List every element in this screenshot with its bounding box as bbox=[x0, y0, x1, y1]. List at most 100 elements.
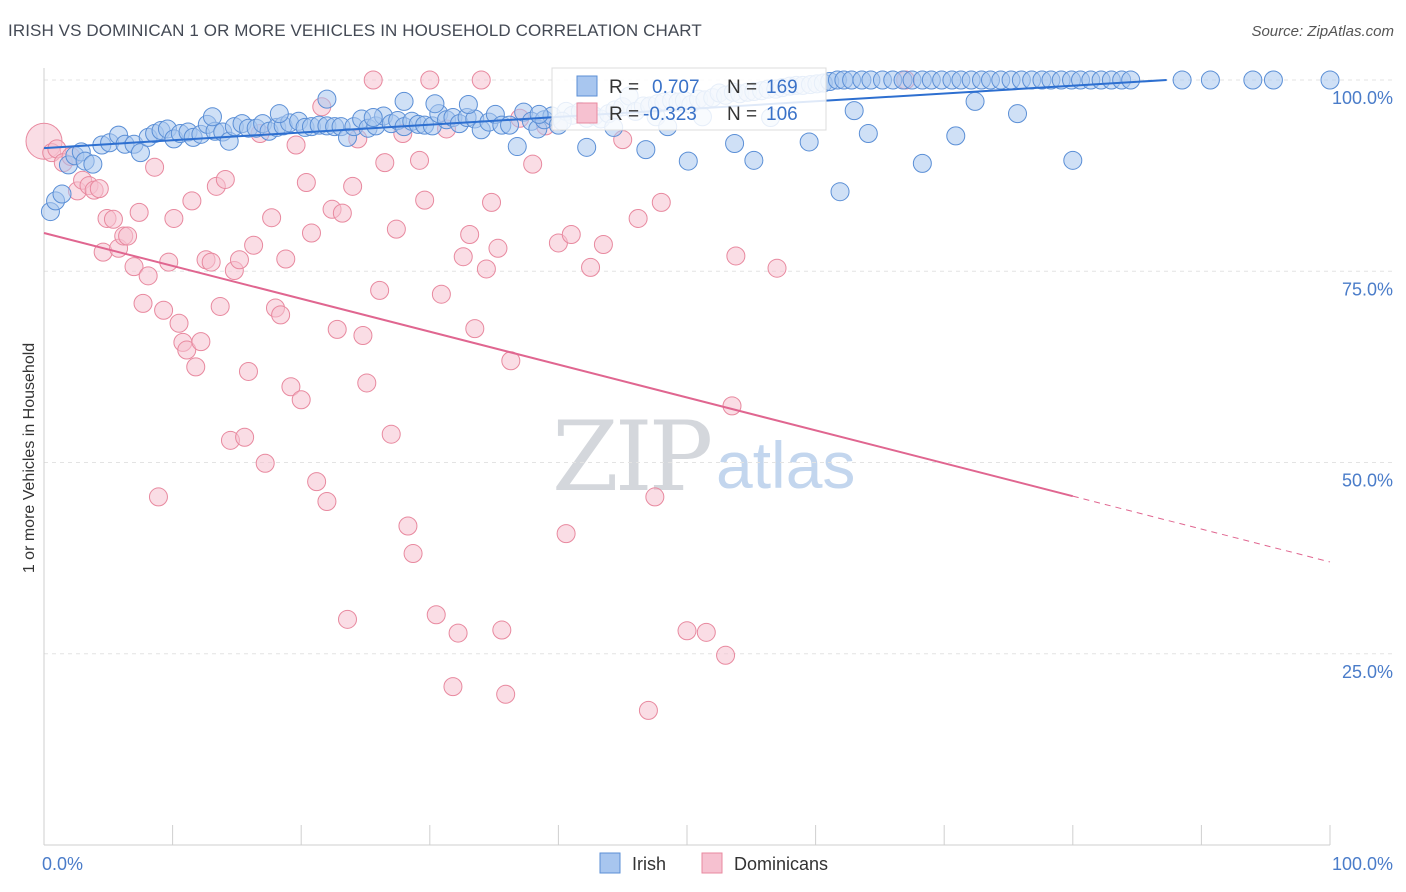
dominican-point bbox=[353, 326, 373, 346]
x-axis-ticks bbox=[43, 825, 1331, 845]
legend-stats-box bbox=[551, 67, 827, 131]
dominican-point bbox=[496, 684, 516, 704]
legend-dominican-swatch bbox=[576, 102, 598, 124]
dominican-point bbox=[488, 238, 508, 258]
dominican-point bbox=[556, 524, 576, 544]
irish-point bbox=[1172, 70, 1192, 90]
dominican-point bbox=[124, 257, 144, 277]
dominican-point bbox=[453, 247, 473, 267]
y-tick-labels: 25.0% 50.0% 75.0% 100.0% bbox=[1332, 88, 1393, 682]
legend-dominican-n-value: 106 bbox=[766, 104, 798, 125]
dominican-point bbox=[593, 234, 613, 254]
dominican-point bbox=[307, 472, 327, 492]
dominican-point bbox=[722, 396, 742, 416]
dominican-point bbox=[164, 208, 184, 228]
dominican-point bbox=[696, 622, 716, 642]
dominican-point bbox=[370, 280, 390, 300]
legend-bottom-irish-label: Irish bbox=[632, 854, 666, 874]
y-tick-label-50: 50.0% bbox=[1342, 471, 1393, 491]
legend-stats: R = 0.707 N = 169 R = -0.323 N = 106 bbox=[551, 67, 827, 131]
dominican-points bbox=[25, 70, 916, 720]
dominican-point bbox=[443, 677, 463, 697]
dominican-point bbox=[482, 192, 502, 212]
irish-point bbox=[83, 154, 103, 174]
dominican-point bbox=[386, 219, 406, 239]
legend-bottom-dominican-swatch bbox=[701, 852, 723, 874]
dominican-point bbox=[460, 225, 480, 245]
irish-point bbox=[529, 104, 549, 124]
irish-point bbox=[425, 94, 445, 114]
irish-point bbox=[577, 137, 597, 157]
dominican-trend-extension bbox=[1072, 495, 1331, 563]
dominican-point bbox=[255, 453, 275, 473]
dominican-point bbox=[492, 620, 512, 640]
irish-point bbox=[912, 153, 932, 173]
watermark: ZIP atlas bbox=[552, 401, 855, 513]
dominican-point bbox=[363, 70, 383, 90]
irish-point bbox=[1121, 70, 1141, 90]
dominican-point bbox=[677, 621, 697, 641]
dominican-point bbox=[398, 516, 418, 536]
irish-point bbox=[1063, 150, 1083, 170]
y-tick-label-25: 25.0% bbox=[1342, 662, 1393, 682]
dominican-point bbox=[235, 427, 255, 447]
legend-irish-n-label: N = bbox=[727, 77, 757, 98]
irish-point bbox=[744, 150, 764, 170]
irish-point bbox=[394, 91, 414, 111]
dominican-point bbox=[420, 70, 440, 90]
dominican-point bbox=[403, 544, 423, 564]
irish-point bbox=[799, 132, 819, 152]
dominican-point bbox=[337, 609, 357, 629]
dominican-trend-line bbox=[43, 232, 1074, 498]
dominican-point bbox=[426, 605, 446, 625]
legend-irish-r-value: 0.707 bbox=[652, 77, 700, 98]
dominican-point bbox=[210, 296, 230, 316]
dominican-point bbox=[177, 340, 197, 360]
x-tick-label-min: 0.0% bbox=[42, 854, 83, 874]
irish-point bbox=[946, 126, 966, 146]
dominican-point bbox=[244, 235, 264, 255]
dominican-point bbox=[133, 293, 153, 313]
dominican-point bbox=[159, 252, 179, 272]
irish-point bbox=[858, 124, 878, 144]
irish-point bbox=[507, 137, 527, 157]
dominican-point bbox=[291, 390, 311, 410]
y-tick-label-100: 100.0% bbox=[1332, 88, 1393, 108]
y-axis-label: 1 or more Vehicles in Household bbox=[21, 343, 38, 573]
irish-point bbox=[52, 184, 72, 204]
dominican-point bbox=[129, 202, 149, 222]
legend-irish-r-label: R = bbox=[609, 77, 639, 98]
legend-bottom-irish-swatch bbox=[599, 852, 621, 874]
legend-irish-swatch bbox=[576, 75, 598, 97]
dominican-point bbox=[145, 157, 165, 177]
dominican-point bbox=[332, 203, 352, 223]
dominican-point bbox=[286, 135, 306, 155]
irish-point bbox=[636, 140, 656, 160]
irish-point bbox=[1200, 70, 1220, 90]
dominican-point bbox=[767, 258, 787, 278]
dominican-point bbox=[229, 250, 249, 270]
dominican-point bbox=[186, 357, 206, 377]
dominican-point bbox=[415, 190, 435, 210]
irish-point bbox=[363, 107, 383, 127]
dominican-point bbox=[262, 208, 282, 228]
chart-title: IRISH VS DOMINICAN 1 OR MORE VEHICLES IN… bbox=[8, 21, 702, 40]
dominican-point bbox=[726, 246, 746, 266]
dominican-point bbox=[89, 179, 109, 199]
dominican-point bbox=[154, 300, 174, 320]
dominican-point bbox=[169, 313, 189, 333]
dominican-point bbox=[561, 225, 581, 245]
dominican-point bbox=[628, 208, 648, 228]
dominican-point bbox=[296, 173, 316, 193]
dominican-point bbox=[645, 487, 665, 507]
dominican-point bbox=[327, 319, 347, 339]
dominican-point bbox=[238, 361, 258, 381]
irish-point bbox=[830, 182, 850, 202]
irish-point bbox=[1008, 104, 1028, 124]
dominican-point bbox=[638, 700, 658, 720]
dominican-point bbox=[182, 191, 202, 211]
irish-point bbox=[844, 101, 864, 121]
legend-dominican-r-label: R = bbox=[609, 104, 639, 125]
irish-point bbox=[202, 107, 222, 127]
dominican-point bbox=[716, 645, 736, 665]
